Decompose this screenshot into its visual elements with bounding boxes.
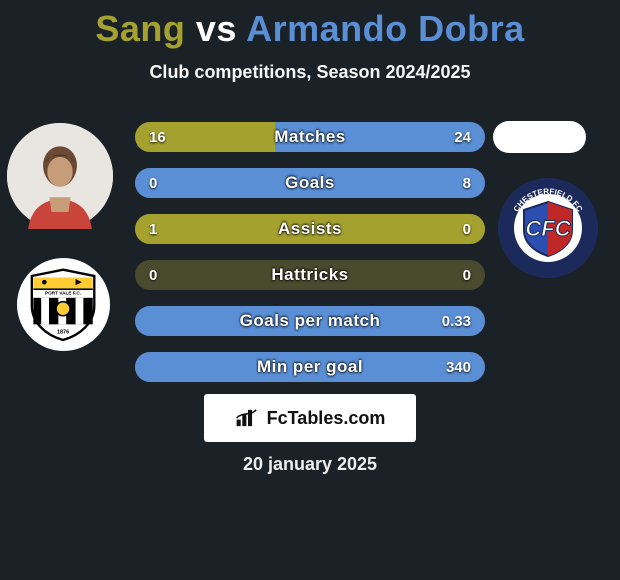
stat-value-left: 1 xyxy=(149,214,157,244)
stat-row: Goals0 8 xyxy=(135,168,485,198)
stat-value-right: 8 xyxy=(463,168,471,198)
stat-value-right: 24 xyxy=(454,122,471,152)
stat-value-right: 0.33 xyxy=(442,306,471,336)
stat-label: Min per goal xyxy=(135,352,485,382)
player-left-avatar xyxy=(7,123,113,229)
stat-value-left: 0 xyxy=(149,168,157,198)
title-vs: vs xyxy=(196,8,237,49)
player-right-avatar xyxy=(493,121,586,153)
stat-label: Goals xyxy=(135,168,485,198)
stat-row: Matches16 24 xyxy=(135,122,485,152)
club-right-crest: CHESTERFIELD FC CFC xyxy=(498,178,598,278)
bar-chart-icon xyxy=(235,408,261,428)
stat-row: Min per goal340 xyxy=(135,352,485,382)
stat-label: Hattricks xyxy=(135,260,485,290)
stat-label: Assists xyxy=(135,214,485,244)
subtitle: Club competitions, Season 2024/2025 xyxy=(0,62,620,83)
stat-row: Hattricks0 0 xyxy=(135,260,485,290)
svg-text:PORT VALE F.C.: PORT VALE F.C. xyxy=(45,291,81,296)
stat-value-left: 16 xyxy=(149,122,166,152)
stats-comparison: Matches1624Goals08Assists10Hattricks00Go… xyxy=(135,122,485,398)
title-player-right: Armando Dobra xyxy=(246,8,525,49)
stat-value-right: 0 xyxy=(463,214,471,244)
title-player-left: Sang xyxy=(95,8,185,49)
stat-label: Goals per match xyxy=(135,306,485,336)
club-left-crest: PORT VALE F.C. 1876 xyxy=(17,258,110,351)
stat-row: Goals per match0.33 xyxy=(135,306,485,336)
brand-badge: FcTables.com xyxy=(204,394,416,442)
stat-value-left: 0 xyxy=(149,260,157,290)
stat-row: Assists1 0 xyxy=(135,214,485,244)
round-crest-icon: CHESTERFIELD FC CFC xyxy=(498,178,598,278)
page-title: Sang vs Armando Dobra xyxy=(0,0,620,50)
person-silhouette-icon xyxy=(7,123,113,229)
brand-name: FcTables.com xyxy=(267,408,386,429)
stat-value-right: 340 xyxy=(446,352,471,382)
stat-value-right: 0 xyxy=(463,260,471,290)
footer-date: 20 january 2025 xyxy=(0,454,620,475)
svg-text:CFC: CFC xyxy=(525,216,571,241)
shield-crest-icon: PORT VALE F.C. 1876 xyxy=(24,265,102,343)
svg-text:1876: 1876 xyxy=(57,330,69,336)
stat-label: Matches xyxy=(135,122,485,152)
